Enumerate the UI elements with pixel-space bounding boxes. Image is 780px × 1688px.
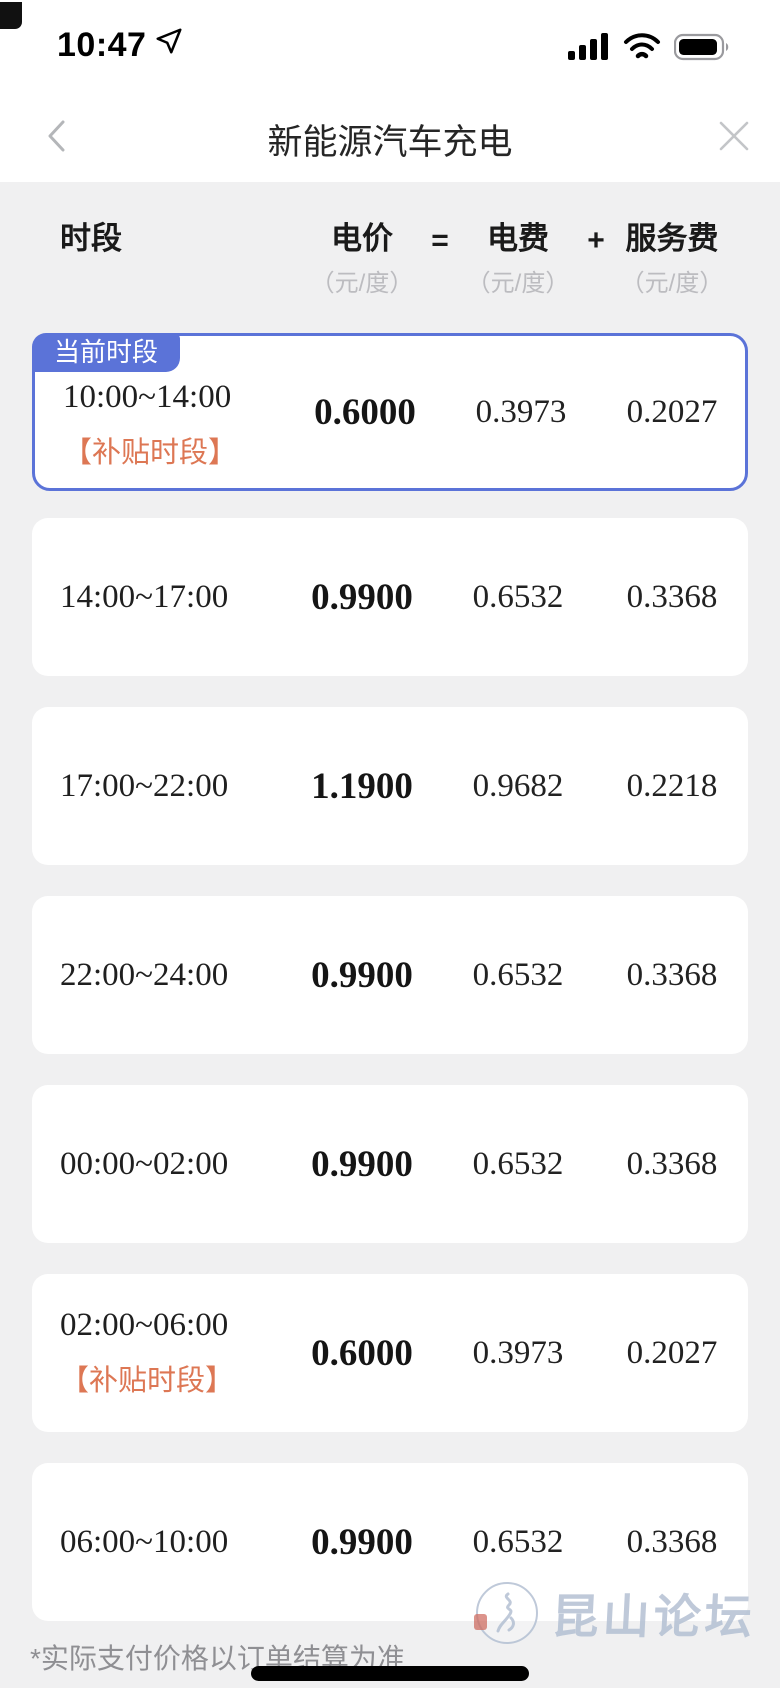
price-row: 00:00~02:00 0.9900 0.6532 0.3368: [32, 1085, 748, 1243]
home-indicator[interactable]: [251, 1666, 529, 1681]
price-value: 0.6000: [314, 391, 416, 433]
nav-bar: 新能源汽车充电: [0, 90, 780, 182]
price-row-subsidy: 02:00~06:00 【补贴时段】 0.6000 0.3973 0.2027: [32, 1274, 748, 1432]
time-cell: 10:00~14:00 【补贴时段】: [35, 353, 287, 471]
clock-text: 10:47: [57, 26, 147, 64]
status-bar-icons: [568, 32, 732, 67]
back-chevron-icon: [48, 120, 65, 152]
location-arrow-icon: [154, 26, 184, 65]
service-value: 0.3368: [626, 956, 718, 993]
price-card-list: 当前时段 10:00~14:00 【补贴时段】 0.6000 0.3973 0.…: [32, 333, 748, 1652]
price-value: 0.9900: [311, 1521, 413, 1563]
time-range: 06:00~10:00: [60, 1523, 229, 1560]
service-value: 0.3368: [626, 578, 718, 615]
fee-value: 0.6532: [472, 1145, 564, 1182]
service-value: 0.2218: [626, 767, 718, 804]
time-range: 22:00~24:00: [60, 956, 229, 993]
time-cell: 22:00~24:00: [32, 957, 284, 994]
header-time-column: 时段: [60, 221, 122, 256]
time-range: 02:00~06:00: [60, 1307, 229, 1343]
service-value: 0.3368: [626, 1145, 718, 1182]
header-fee-column: 电费 （元/度）: [440, 220, 596, 298]
fee-value: 0.3973: [472, 1334, 564, 1371]
price-row: 22:00~24:00 0.9900 0.6532 0.3368: [32, 896, 748, 1054]
plus-operator: +: [587, 224, 605, 257]
subsidy-tag: 【补贴时段】: [60, 1365, 235, 1397]
time-range: 14:00~17:00: [60, 578, 229, 615]
time-cell: 06:00~10:00: [32, 1524, 284, 1561]
fee-value: 0.6532: [472, 1523, 564, 1560]
price-value: 0.6000: [311, 1332, 413, 1374]
time-cell: 17:00~22:00: [32, 768, 284, 805]
time-range: 17:00~22:00: [60, 767, 229, 804]
price-table-header: 时段 电价 （元/度） 电费 （元/度） 服务费 （元/度） = +: [32, 220, 748, 298]
price-value: 0.9900: [311, 576, 413, 618]
close-button[interactable]: [714, 116, 754, 156]
service-unit-label: （元/度）: [620, 270, 724, 297]
time-range: 00:00~02:00: [60, 1145, 229, 1182]
service-value: 0.2027: [626, 393, 718, 430]
status-bar-time: 10:47: [57, 26, 184, 65]
fee-value: 0.6532: [472, 578, 564, 615]
header-price-column: 电价 （元/度）: [284, 220, 440, 298]
price-unit-label: （元/度）: [310, 270, 414, 297]
price-row: 17:00~22:00 1.1900 0.9682 0.2218: [32, 707, 748, 865]
time-cell: 14:00~17:00: [32, 579, 284, 616]
price-row-current: 当前时段 10:00~14:00 【补贴时段】 0.6000 0.3973 0.…: [32, 333, 748, 491]
wifi-icon: [623, 32, 661, 67]
time-cell: 02:00~06:00 【补贴时段】: [32, 1307, 284, 1399]
page-title: 新能源汽车充电: [267, 123, 513, 162]
fee-unit-label: （元/度）: [466, 270, 570, 297]
fee-value: 0.9682: [472, 767, 564, 804]
cellular-signal-icon: [568, 32, 610, 67]
service-value: 0.3368: [626, 1523, 718, 1560]
battery-icon: [673, 33, 732, 66]
close-x-icon: [719, 121, 749, 151]
price-row: 14:00~17:00 0.9900 0.6532 0.3368: [32, 518, 748, 676]
equals-operator: =: [431, 224, 449, 257]
fee-value: 0.6532: [472, 956, 564, 993]
subsidy-tag: 【补贴时段】: [63, 437, 238, 469]
header-service-column: 服务费 （元/度）: [596, 220, 748, 298]
screen-corner-mark: [0, 2, 22, 29]
price-value: 0.9900: [311, 954, 413, 996]
service-value: 0.2027: [626, 1334, 718, 1371]
current-period-badge: 当前时段: [32, 333, 181, 372]
time-range: 10:00~14:00: [63, 379, 232, 415]
fee-value: 0.3973: [475, 393, 567, 430]
back-button[interactable]: [40, 114, 74, 158]
price-value: 0.9900: [311, 1143, 413, 1185]
time-cell: 00:00~02:00: [32, 1146, 284, 1183]
price-row: 06:00~10:00 0.9900 0.6532 0.3368: [32, 1463, 748, 1621]
price-value: 1.1900: [311, 765, 413, 807]
